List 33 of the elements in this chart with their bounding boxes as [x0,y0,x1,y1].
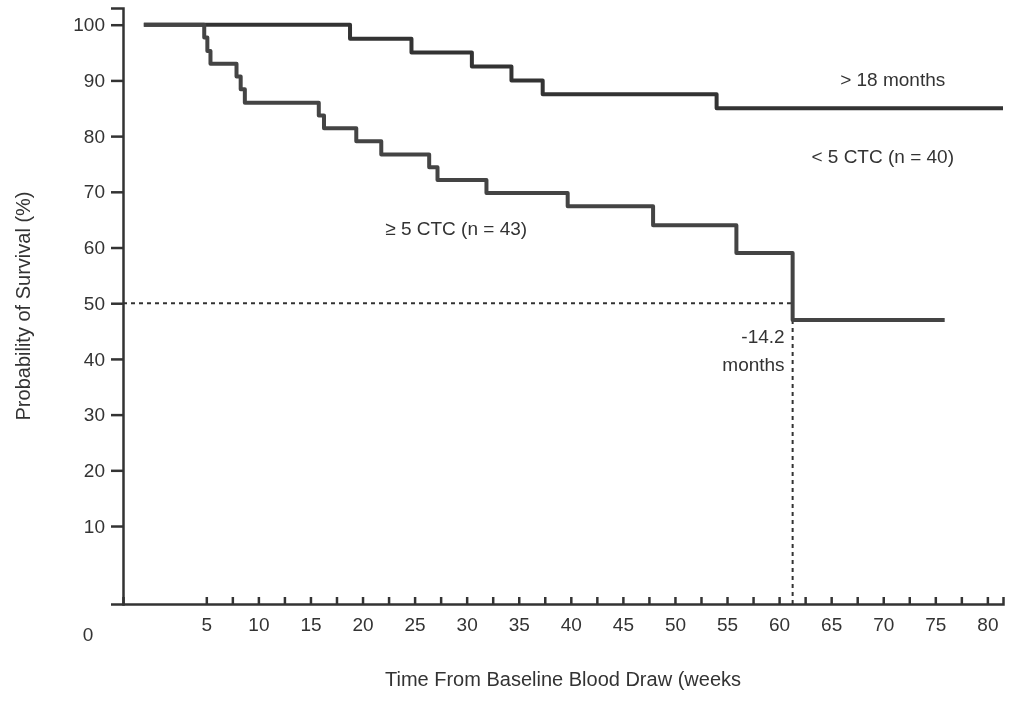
x-tick-label: 25 [404,614,426,636]
x-tick-label: 30 [456,614,478,636]
ref-line-label: -14.2 months [722,326,785,376]
y-tick-label: 70 [83,181,105,203]
series-label: ≥ 5 CTC (n = 43) [385,218,528,240]
x-axis-title: Time From Baseline Blood Draw (weeks [384,668,742,690]
x-tick-label: 75 [925,614,947,636]
y-tick-label: 100 [73,14,105,36]
x-tick-label: 15 [300,614,322,636]
x-tick-label: 50 [664,614,687,636]
x-tick-label: 10 [248,614,270,636]
y-tick-label: 10 [83,515,105,537]
y-tick-label: 60 [83,237,105,259]
x-tick-label: 70 [873,614,895,636]
series-label: < 5 CTC (n = 40) [811,146,954,168]
x-tick-label: 45 [612,614,634,636]
x-tick-label: 80 [977,614,999,636]
x-tick-label: 65 [821,614,843,636]
x-tick-label: 20 [352,614,374,636]
y-axis-title: Probability of Survival (%) [12,191,34,421]
x-tick-label: 35 [508,614,530,636]
y-tick-label: 80 [83,125,105,147]
y-tick-label: 30 [83,404,105,426]
y-tick-label: 90 [83,69,105,91]
x-tick-label: 60 [769,614,791,636]
annotation: > 18 months [840,69,946,91]
text: 0 [82,624,94,645]
y-tick-label: 40 [83,348,105,370]
y-tick-label: 20 [83,459,105,481]
x-tick-label: 40 [560,614,582,636]
x-tick-label: 5 [201,614,213,636]
y-tick-label: 50 [83,292,105,314]
x-tick-label: 55 [716,614,739,636]
